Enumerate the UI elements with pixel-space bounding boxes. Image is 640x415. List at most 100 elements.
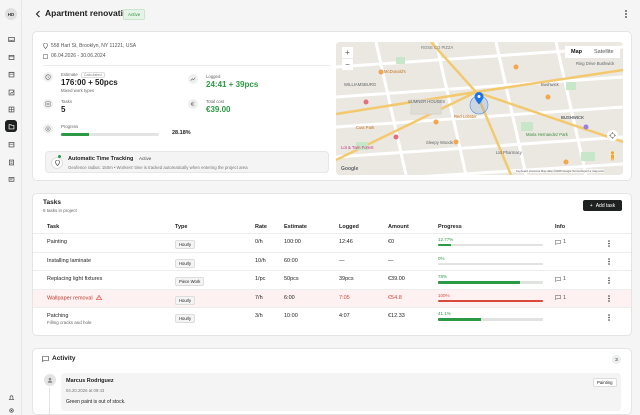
chat-icon	[42, 356, 49, 363]
activity-item[interactable]: Marcus Rodriguez 04.20.2026 at 09:43 Gre…	[61, 373, 621, 411]
map-type-button[interactable]: Map	[565, 46, 588, 58]
address-text: 558 Hart St, Brooklyn, NY 11221, USA	[51, 43, 137, 49]
task-progress: 41.1%	[438, 311, 543, 321]
plus-icon: +	[589, 202, 593, 209]
comment-count: 1	[563, 276, 567, 283]
table-row[interactable]: Painting Hourly 0/h 100:00 12:46 €0 12.77% 1	[33, 233, 631, 252]
nav-chart-icon[interactable]	[5, 86, 17, 98]
progress-value: 28.18%	[172, 130, 191, 136]
type-badge: Hourly	[175, 295, 196, 305]
row-more-icon[interactable]	[606, 295, 612, 303]
map-pin-icon	[51, 157, 63, 169]
task-name: Wallpaper removal	[47, 294, 102, 302]
zoom-out-button[interactable]: −	[342, 59, 353, 70]
calendar-icon	[43, 53, 48, 59]
estimate-value: 176:00 + 50pcs	[61, 78, 118, 87]
row-more-icon[interactable]	[606, 239, 612, 247]
google-logo: Google	[341, 166, 359, 172]
map-label-6: McDonald's	[384, 69, 406, 74]
comment-icon	[555, 295, 561, 301]
tasks-label: Tasks	[61, 99, 72, 104]
task-progress-track	[438, 262, 543, 265]
task-progress-fill	[438, 299, 543, 303]
att-title: Automatic Time Tracking	[68, 156, 134, 162]
comments-indicator[interactable]: 1	[555, 276, 566, 282]
amount-cell: —	[388, 257, 394, 264]
nav-inbox-icon[interactable]	[5, 33, 17, 45]
logged-cell: —	[339, 257, 345, 264]
row-more-icon[interactable]	[606, 258, 612, 266]
add-task-label: Add task	[595, 202, 616, 209]
comment-icon	[555, 276, 561, 282]
nav-document-icon[interactable]	[5, 156, 17, 168]
table-row[interactable]: Wallpaper removal Hourly 7/h 6:00 7:05 €54.8 1…	[33, 288, 631, 308]
estimate-cell: 60:00	[284, 257, 298, 264]
project-progress-bar	[61, 133, 159, 136]
tasks-list-icon	[43, 99, 53, 109]
logged-cell: 4:07	[339, 313, 350, 320]
table-row[interactable]: Patching Filling cracks and hole Hourly 3/h…	[33, 307, 631, 326]
nav-projects-icon[interactable]	[5, 120, 17, 132]
location-pin-icon	[43, 43, 48, 49]
row-more-icon[interactable]	[606, 276, 612, 284]
clock-icon	[43, 72, 53, 82]
nav-messages-icon[interactable]	[5, 173, 17, 185]
task-name-text: Replacing light fixtures	[47, 276, 103, 283]
amount-cell: €39.00	[388, 276, 405, 283]
nav-calendar2-icon[interactable]	[5, 138, 17, 150]
type-badge: Hourly	[175, 240, 196, 249]
nav-box-icon[interactable]	[5, 51, 17, 63]
estimate-cell: 100:00	[284, 239, 301, 245]
target-icon	[43, 124, 53, 134]
comments-indicator[interactable]: 1	[555, 239, 566, 245]
logged-cell: 12:46	[339, 239, 353, 245]
status-badge: Active	[123, 9, 146, 20]
progress-label: Progress	[61, 124, 79, 129]
nav-calendar-icon[interactable]	[5, 68, 17, 80]
amount-cell: €54.8	[388, 294, 402, 301]
settings-gear-icon[interactable]	[5, 404, 17, 415]
recenter-icon[interactable]	[607, 130, 618, 141]
trend-up-icon	[188, 74, 198, 84]
rate-cell: 0/h	[255, 239, 263, 245]
page-title: Apartment renovation	[45, 8, 134, 18]
project-map[interactable]: ROSE CO PIZZA Ring Drive Bushwick BUSHWI…	[336, 42, 623, 175]
header: Apartment renovation Active	[22, 0, 640, 28]
task-progress-track	[438, 299, 543, 303]
task-name-text: Painting	[47, 239, 67, 245]
estimate-cell: 6:00	[284, 294, 295, 301]
tasks-value: 5	[61, 105, 66, 114]
col-logged: Logged	[339, 224, 359, 230]
task-progress-label: 12.77%	[438, 237, 454, 242]
more-options-icon[interactable]	[622, 9, 630, 19]
row-more-icon[interactable]	[606, 313, 612, 321]
map-label-11: Red Lobster	[454, 114, 477, 119]
add-task-button[interactable]: + Add task	[583, 200, 622, 211]
table-row[interactable]: Replacing light fixtures Piece Work 1/pc 50…	[33, 270, 631, 289]
auto-time-tracking-panel[interactable]: Automatic Time Tracking Active Geofence …	[45, 151, 329, 173]
nav-grid-icon[interactable]	[5, 103, 17, 115]
zoom-in-button[interactable]: +	[342, 47, 353, 58]
type-badge: Hourly	[175, 314, 196, 324]
map-label-10: Lot & Twin Forest	[341, 145, 374, 150]
bell-icon[interactable]	[5, 391, 17, 403]
task-name-text: Installing laminate	[47, 257, 92, 264]
pegman-icon[interactable]	[609, 150, 616, 162]
task-progress: 78%	[438, 274, 543, 284]
task-progress-label: 100%	[438, 292, 450, 298]
comments-indicator[interactable]: 1	[555, 295, 566, 301]
tasks-title: Tasks	[43, 199, 61, 206]
task-name: Installing laminate	[47, 258, 91, 264]
satellite-type-button[interactable]: Satellite	[588, 46, 620, 58]
comment-count: 1	[563, 239, 567, 245]
col-info: Info	[555, 224, 566, 230]
estimate-chip: Calculated	[80, 72, 105, 78]
type-badge: Hourly	[175, 258, 196, 268]
back-arrow-icon[interactable]	[34, 9, 42, 19]
avatar[interactable]: HD	[5, 8, 17, 20]
table-row[interactable]: Installing laminate Hourly 10/h 60:00 — — 0%	[33, 251, 631, 271]
col-task: Task	[47, 224, 60, 230]
col-amount: Amount	[388, 224, 409, 230]
map-label-3: SUMNER HOUSES	[408, 99, 445, 104]
att-description: Geofence radius: 150m • Workers' time is…	[68, 165, 248, 170]
